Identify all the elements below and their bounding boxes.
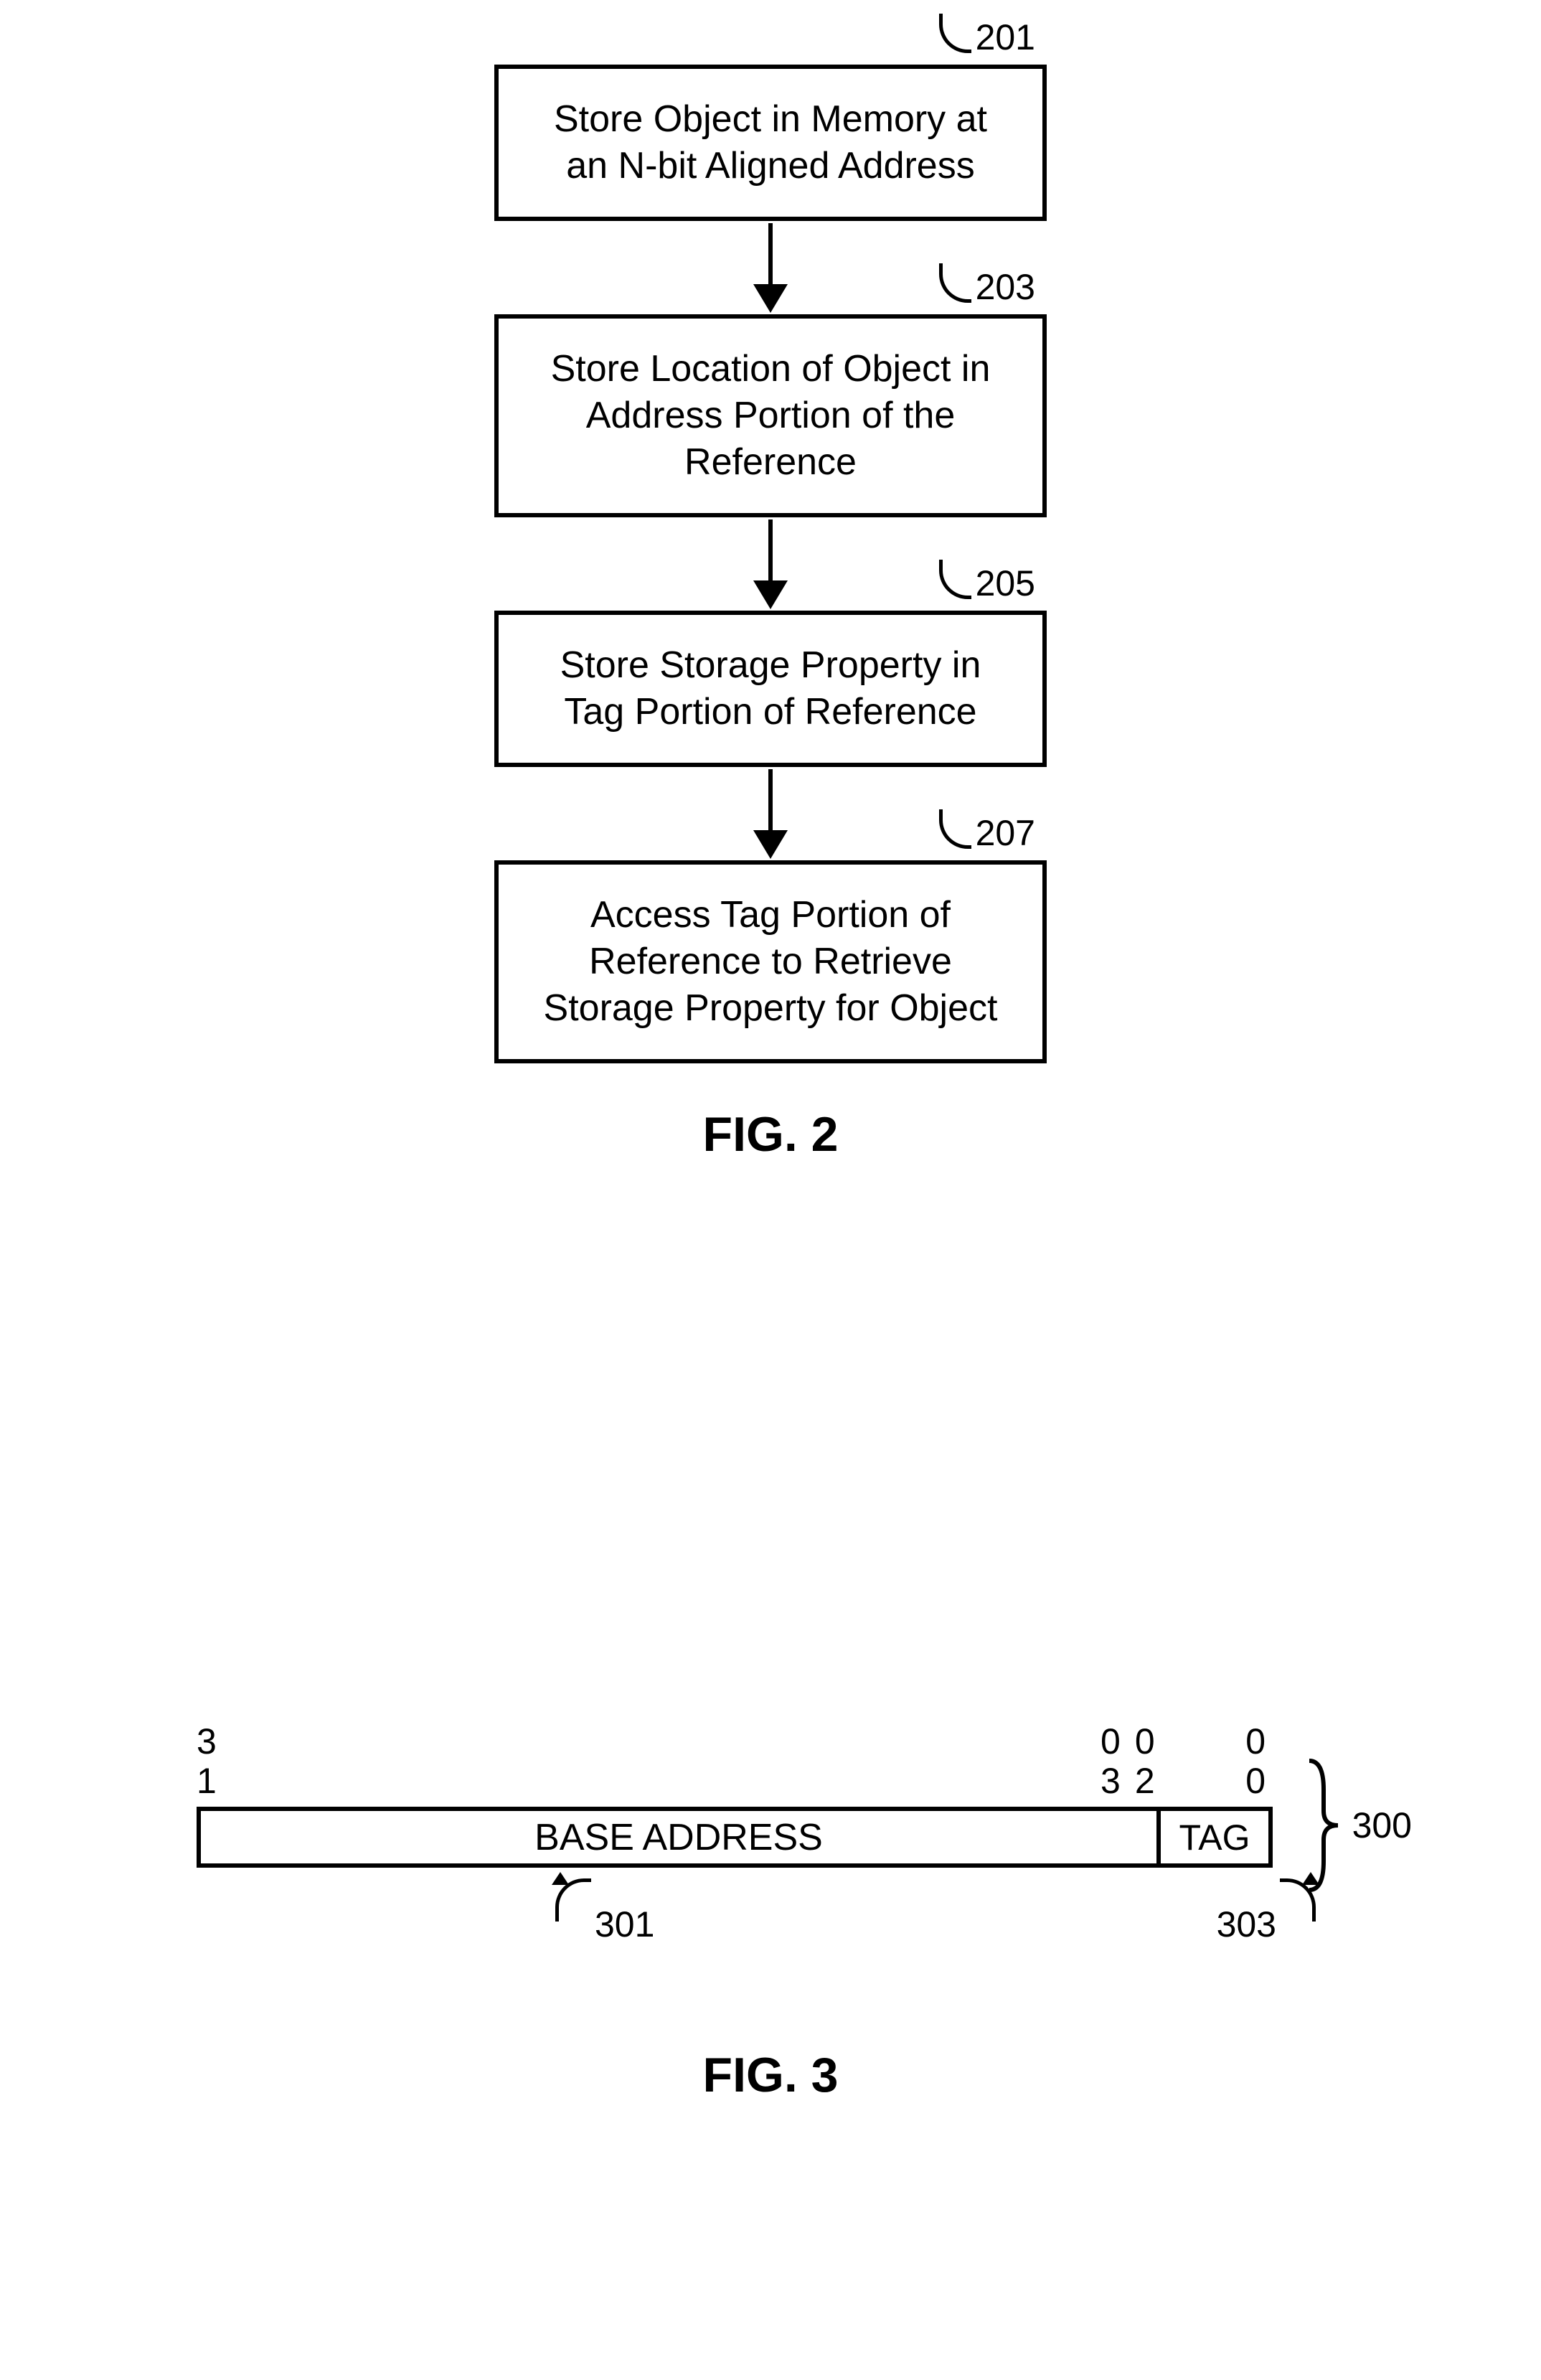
bit-31: 3 1 <box>197 1722 240 1801</box>
ref-label-207: 207 <box>939 811 1035 856</box>
bit-text: 3 <box>1101 1762 1121 1801</box>
flowchart: 201 Store Object in Memory at an N-bit A… <box>448 65 1093 1063</box>
box-text: Access Tag Portion of Reference to Retri… <box>544 894 998 1029</box>
base-address-cell: BASE ADDRESS <box>201 1811 1161 1863</box>
arrow-icon <box>753 517 788 611</box>
tag-cell: TAG <box>1161 1811 1268 1863</box>
bit-text: 3 <box>197 1722 240 1762</box>
figure-3: 3 1 0 3 0 2 0 0 BASE ADDRESS TAG <box>0 1722 1541 2103</box>
arrow-icon <box>753 221 788 314</box>
ref-text: 205 <box>976 561 1035 606</box>
bit-text: 1 <box>197 1762 240 1801</box>
flow-box-203: 203 Store Location of Object in Address … <box>494 314 1047 517</box>
bit-text: 0 <box>1165 1722 1266 1762</box>
figure-3-caption: FIG. 3 <box>0 2047 1541 2103</box>
address-diagram: 3 1 0 3 0 2 0 0 BASE ADDRESS TAG <box>125 1722 1416 1975</box>
bit-03-02: 0 3 0 2 <box>1101 1722 1165 1801</box>
figure-2: 201 Store Object in Memory at an N-bit A… <box>0 65 1541 1162</box>
ref-label-205: 205 <box>939 561 1035 606</box>
bit-labels-row: 3 1 0 3 0 2 0 0 <box>197 1722 1273 1801</box>
ref-text: 203 <box>976 265 1035 310</box>
flow-box-205: 205 Store Storage Property in Tag Portio… <box>494 611 1047 767</box>
bit-text: 2 <box>1135 1762 1155 1801</box>
ref-text: 201 <box>976 15 1035 60</box>
box-text: Store Location of Object in Address Port… <box>551 348 991 483</box>
ref-text: 303 <box>1217 1904 1276 1945</box>
ref-text: 207 <box>976 811 1035 856</box>
arrow-icon <box>753 767 788 860</box>
address-bar: BASE ADDRESS TAG 300 <box>197 1807 1273 1868</box>
bit-text: 0 <box>1165 1762 1266 1801</box>
box-text: Store Storage Property in Tag Portion of… <box>560 644 981 733</box>
under-labels: 301 303 <box>197 1875 1273 1975</box>
ref-301: 301 <box>555 1875 654 1918</box>
ref-label-203: 203 <box>939 265 1035 310</box>
ref-label-201: 201 <box>939 15 1035 60</box>
figure-2-caption: FIG. 2 <box>0 1106 1541 1162</box>
box-text: Store Object in Memory at an N-bit Align… <box>554 98 987 187</box>
ref-text: 301 <box>595 1904 654 1945</box>
bit-00: 0 0 <box>1165 1722 1273 1801</box>
flow-box-201: 201 Store Object in Memory at an N-bit A… <box>494 65 1047 221</box>
bit-text: 0 <box>1135 1722 1155 1762</box>
ref-text: 300 <box>1352 1805 1412 1846</box>
flow-box-207: 207 Access Tag Portion of Reference to R… <box>494 860 1047 1063</box>
bit-text: 0 <box>1101 1722 1121 1762</box>
ref-303: 303 <box>1217 1875 1316 1918</box>
